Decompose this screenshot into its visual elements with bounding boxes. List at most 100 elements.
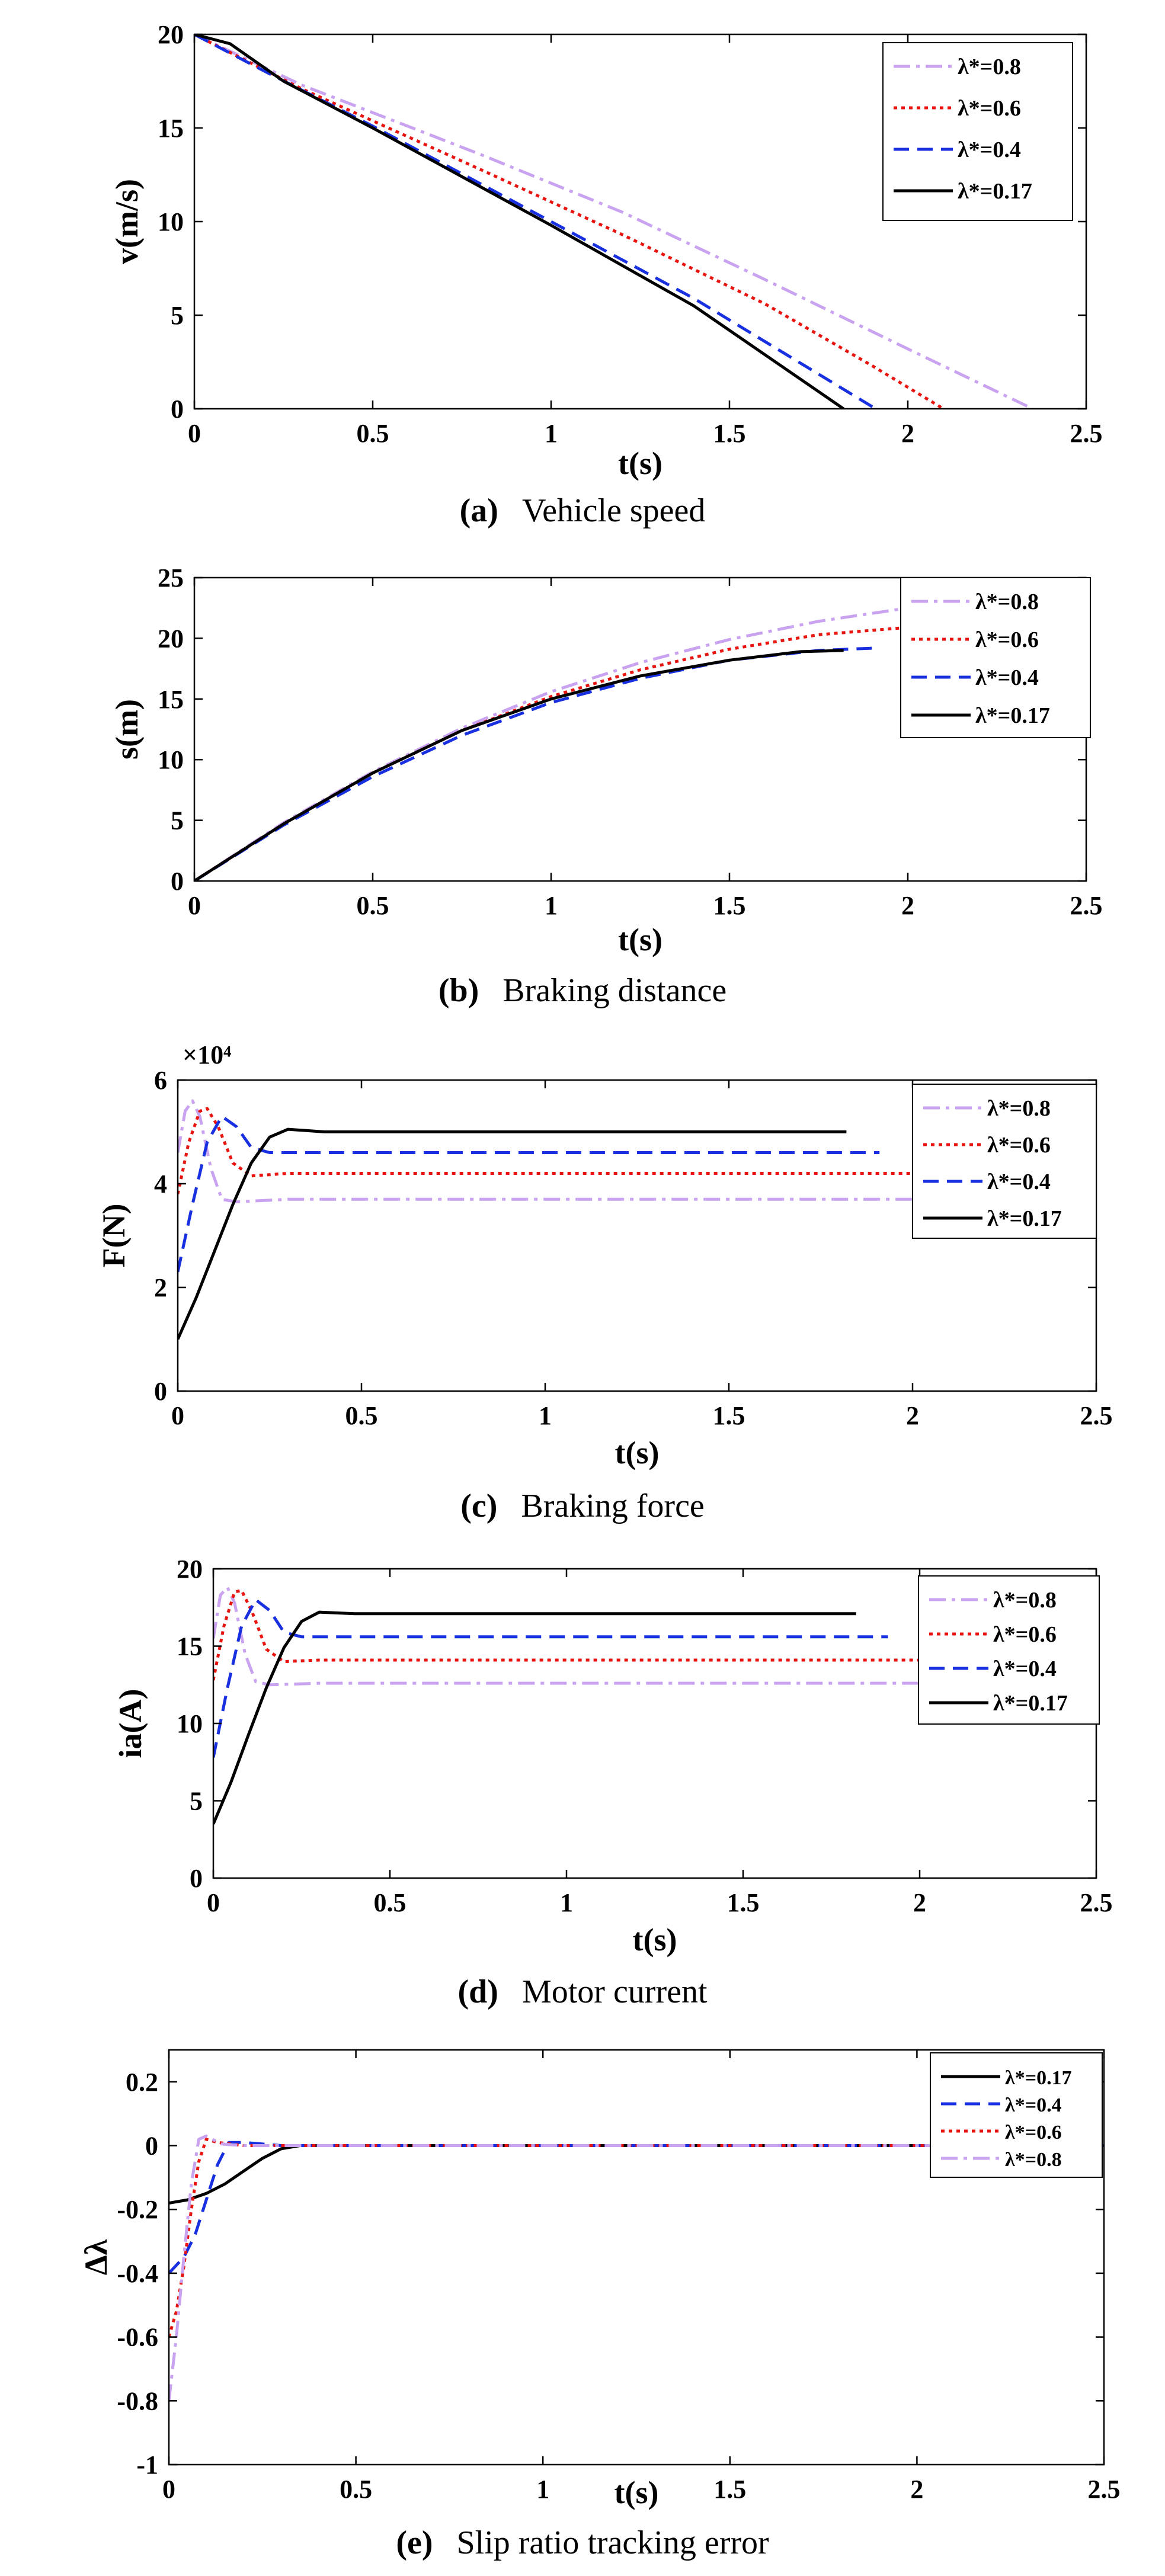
axes-box [168, 2049, 1105, 2466]
y-axis-label: s(m) [109, 699, 145, 760]
figure-caption: (e) Slip ratio tracking error [396, 2524, 769, 2561]
y-tick-label: 15 [158, 114, 184, 143]
y-tick-label: 0 [154, 1377, 167, 1406]
series-line-04 [178, 1114, 880, 1273]
legend-label: λ*=0.17 [958, 179, 1032, 204]
y-tick-label: 2 [154, 1273, 167, 1302]
series-line-04 [194, 34, 877, 409]
series-line-04 [213, 1598, 888, 1758]
figure-caption: (b) Braking distance [439, 972, 726, 1009]
y-tick-label: 0 [190, 1864, 203, 1893]
series-line-017 [194, 649, 844, 881]
x-tick-label: 0 [188, 419, 201, 448]
legend: λ*=0.8 λ*=0.6 λ*=0.4 λ*=0.17 [912, 1084, 1097, 1239]
y-tick-label: 4 [154, 1170, 167, 1199]
x-tick-label: 2.5 [1088, 2475, 1121, 2504]
legend-label: λ*=0.4 [987, 1170, 1051, 1194]
chart-d: 0 0.5 1 1.5 2 2.505101520t(s)ia(A)λ*=0.8λ*=0.… [113, 1555, 1113, 2010]
caption-text: Motor current [522, 1973, 708, 2010]
legend-label: λ*=0.17 [993, 1691, 1068, 1716]
y-tick-label: -0.6 [117, 2323, 158, 2352]
series-line-08 [178, 1099, 1096, 1204]
x-tick-label: 1.5 [713, 891, 746, 920]
y-tick-label: 6 [154, 1066, 167, 1095]
legend-label: λ*=0.17 [987, 1206, 1062, 1231]
legend-label: λ*=0.6 [958, 96, 1021, 121]
y-tick-label: 10 [158, 207, 184, 236]
series-line-08 [169, 2134, 1104, 2401]
x-tick-label: 0.5 [357, 419, 389, 448]
series-line-017 [213, 1610, 856, 1825]
caption-letter: (e) [396, 2524, 433, 2561]
legend-label: λ*=0.4 [993, 1657, 1057, 1681]
y-axis-label: Δλ [78, 2239, 114, 2275]
legend: λ*=0.8 λ*=0.6 λ*=0.4 λ*=0.17 [900, 577, 1091, 738]
y-axis-label: v(m/s) [109, 179, 145, 264]
y-tick-label: 5 [171, 301, 184, 330]
x-tick-label: 0.5 [340, 2475, 372, 2504]
y-tick-label: 15 [177, 1632, 203, 1661]
legend-label: λ*=0.8 [975, 589, 1039, 614]
x-tick-label: 2 [906, 1401, 919, 1430]
chart-a: 0 0.5 1 1.5 2 2.505101520t(s)v(m/s)λ*=0.8λ*=0… [109, 20, 1103, 529]
legend-label: λ*=0.8 [1005, 2149, 1062, 2171]
x-tick-label: 1.5 [727, 1888, 760, 1917]
series-line-04 [169, 2141, 1104, 2274]
legend-label: λ*=0.4 [958, 137, 1021, 162]
y-tick-label: 25 [158, 563, 184, 592]
caption-letter: (b) [439, 972, 479, 1009]
y-tick-label: 0.2 [126, 2068, 158, 2097]
figure-caption: (c) Braking force [460, 1488, 705, 1524]
x-tick-label: 2 [901, 419, 914, 448]
x-axis-label: t(s) [633, 1922, 677, 1957]
x-tick-label: 1.5 [713, 2475, 746, 2504]
y-tick-label: 5 [171, 806, 184, 835]
legend-label: λ*=0.8 [958, 55, 1021, 79]
y-tick-label: -0.4 [117, 2259, 158, 2288]
x-tick-label: 2 [910, 2475, 923, 2504]
x-tick-label: 0 [207, 1888, 220, 1917]
y-tick-label: 0 [171, 395, 184, 424]
legend: λ*=0.8 λ*=0.6 λ*=0.4 λ*=0.17 [882, 42, 1073, 221]
x-tick-label: 2 [913, 1888, 926, 1917]
figure-caption: (a) Vehicle speed [460, 492, 706, 529]
chart-b: 0 0.5 1 1.5 2 2.50510152025t(s)s(m)λ*=0.8λ*=0… [109, 563, 1103, 1009]
y-tick-label: -0.8 [117, 2386, 158, 2415]
legend-box [900, 577, 1091, 738]
caption-letter: (a) [460, 492, 498, 529]
y-tick-label: -0.2 [117, 2195, 158, 2224]
x-tick-label: 1 [539, 1401, 552, 1430]
series-line-06 [194, 624, 944, 881]
legend-label: λ*=0.8 [993, 1588, 1057, 1613]
y-tick-label: 0 [171, 867, 184, 896]
caption-text: Braking force [521, 1488, 704, 1524]
x-tick-label: 0 [162, 2475, 175, 2504]
x-tick-label: 2 [901, 891, 914, 920]
legend-label: λ*=0.6 [975, 627, 1039, 652]
y-tick-label: 20 [177, 1555, 203, 1584]
x-tick-label: 0.5 [345, 1401, 378, 1430]
x-tick-label: 0 [188, 891, 201, 920]
x-axis-label: t(s) [618, 446, 662, 481]
x-tick-label: 1 [545, 891, 558, 920]
y-axis-label: ia(A) [113, 1689, 148, 1758]
x-tick-label: 1 [536, 2475, 549, 2504]
series-line-08 [194, 594, 1033, 881]
x-tick-label: 0 [171, 1401, 184, 1430]
series-line-017 [194, 34, 845, 409]
caption-letter: (d) [457, 1973, 498, 2010]
chart-c: 0 0.5 1 1.5 2 2.5 0 2 4 6 ×10⁴ t(s) F(N) λ*=0.8 λ*=0.6… [96, 1040, 1113, 1524]
x-tick-label: 0.5 [357, 891, 389, 920]
legend-label: λ*=0.6 [993, 1622, 1057, 1647]
series-line-08 [194, 34, 1033, 409]
x-tick-label: 2.5 [1070, 891, 1103, 920]
caption-text: Vehicle speed [522, 492, 705, 529]
legend-label: λ*=0.4 [1005, 2094, 1062, 2116]
caption-text: Braking distance [503, 972, 726, 1009]
y-tick-label: 20 [158, 624, 184, 653]
x-tick-label: 1.5 [713, 1401, 745, 1430]
legend-label: λ*=0.17 [975, 703, 1050, 728]
series-line-06 [194, 34, 945, 409]
y-tick-label: 5 [190, 1787, 203, 1816]
